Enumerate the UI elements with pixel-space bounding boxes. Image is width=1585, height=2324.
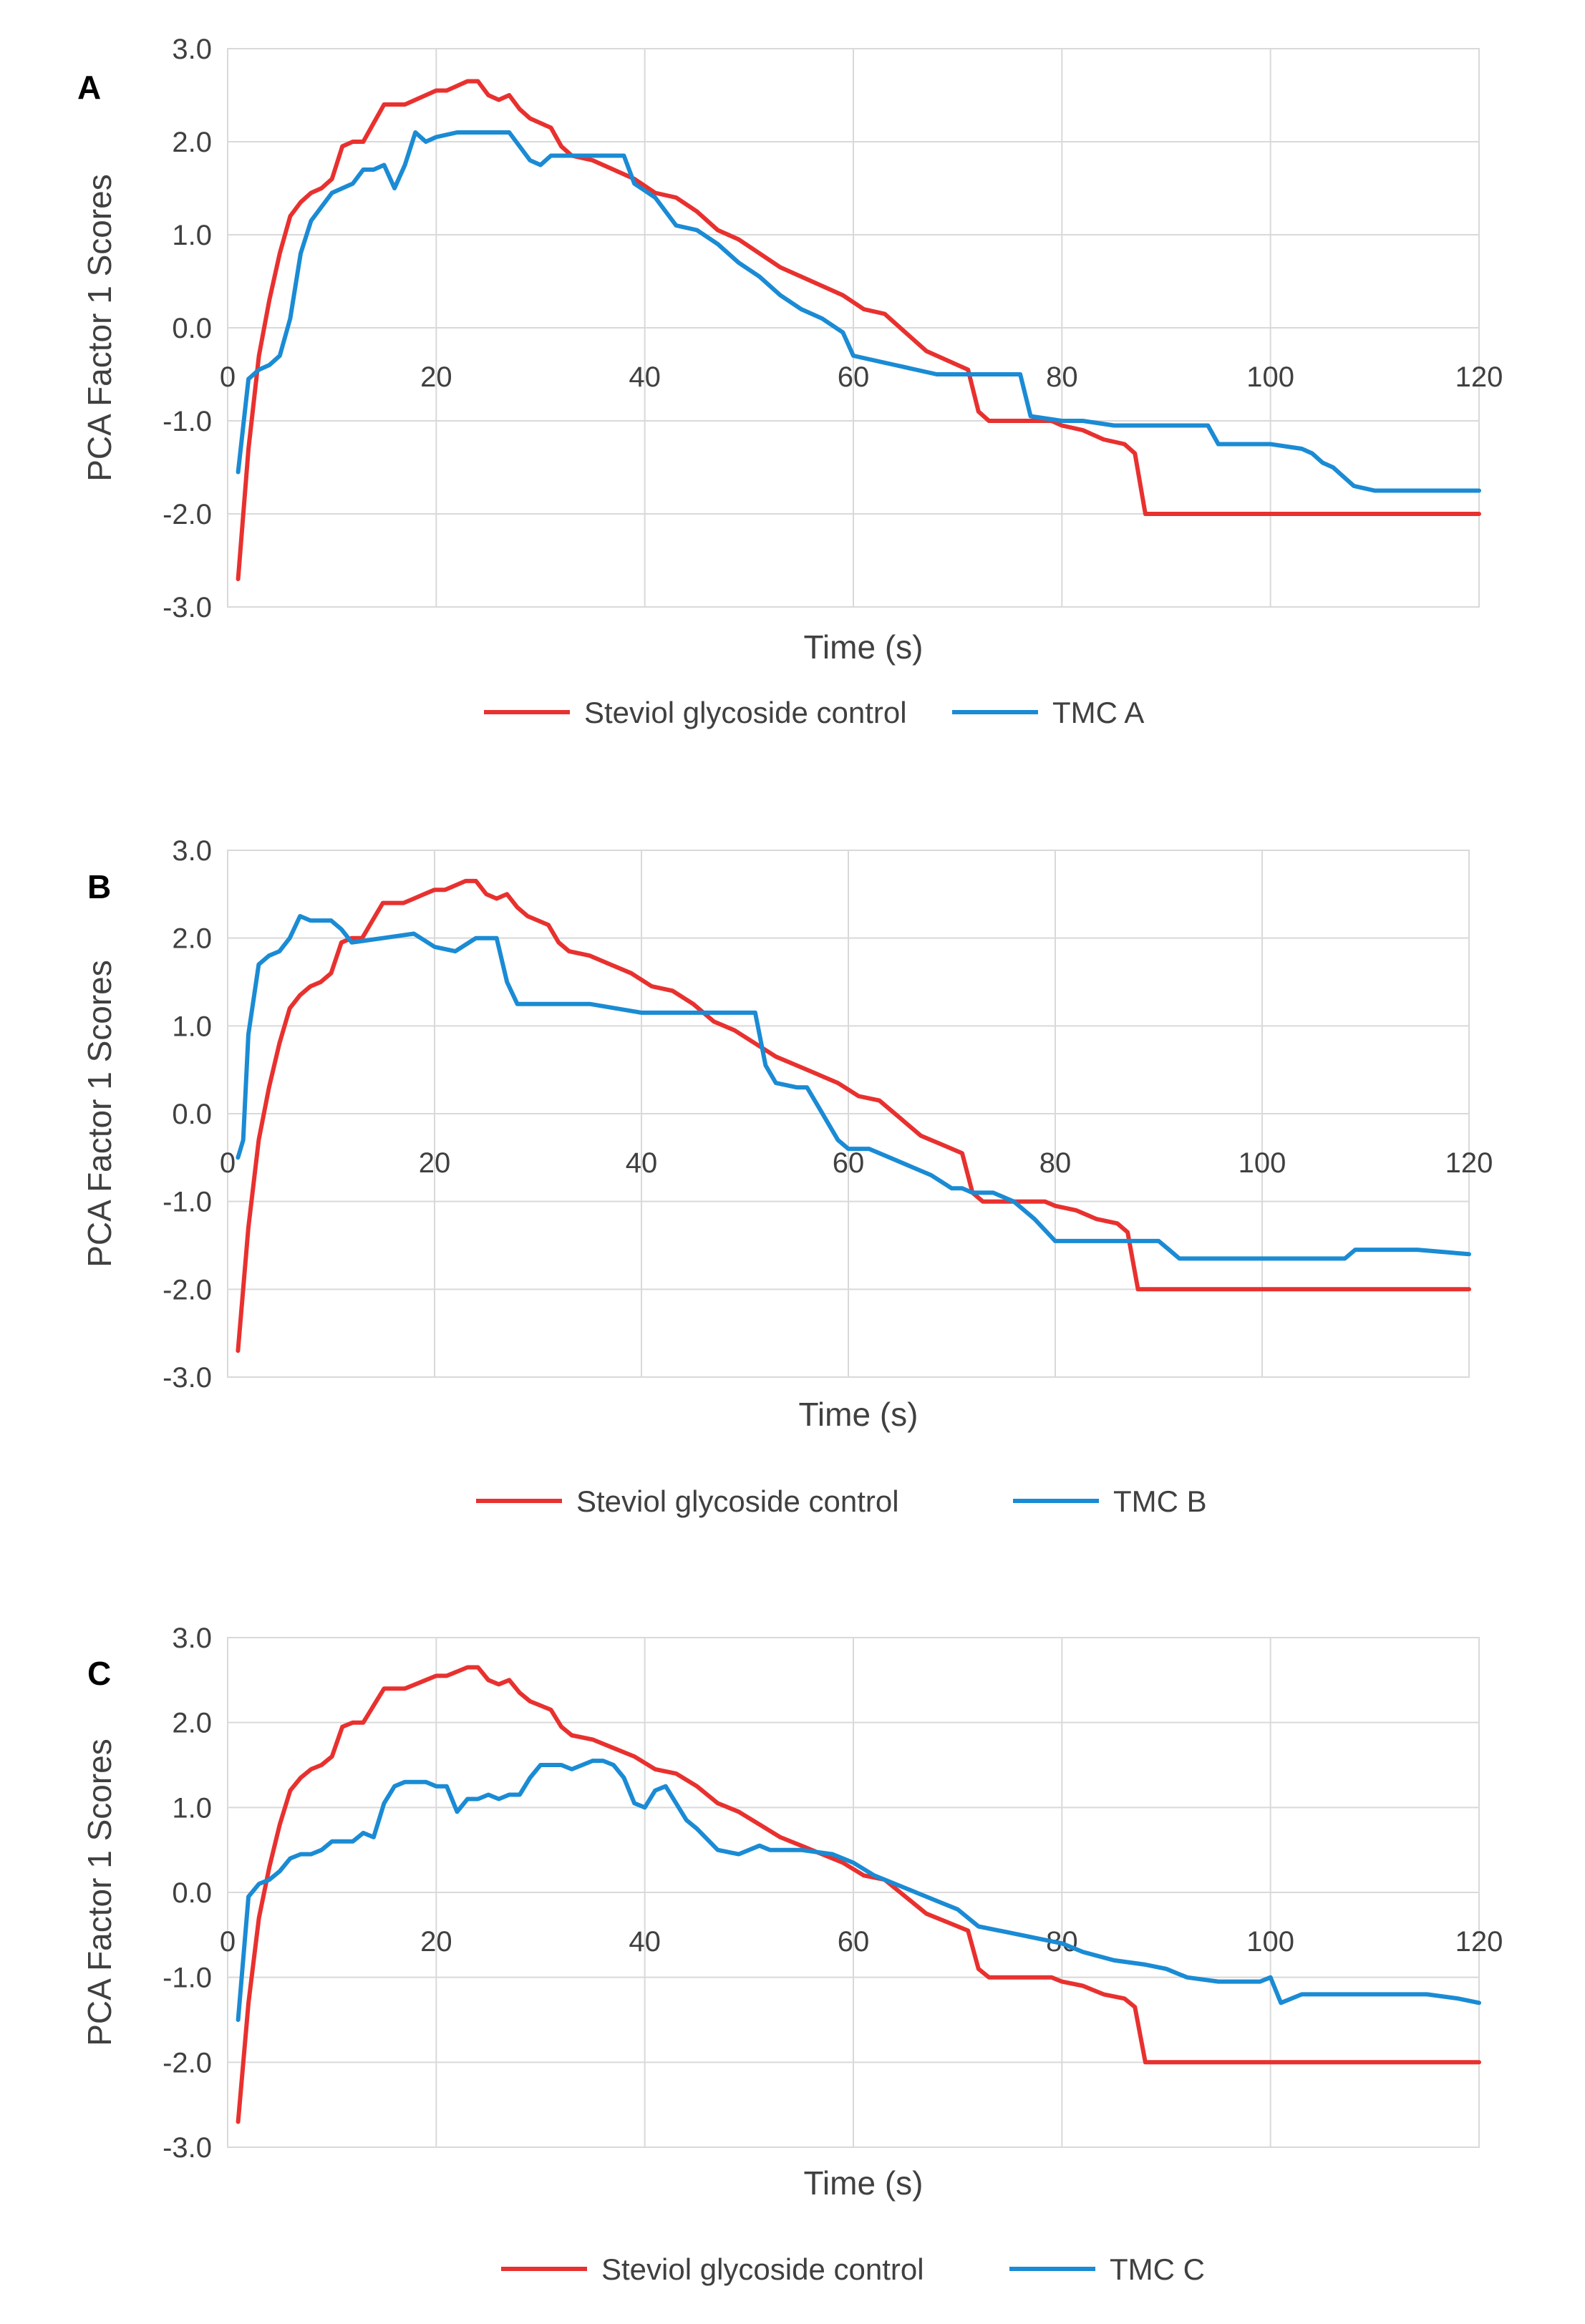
legend: Steviol glycoside control TMC B [476, 1484, 1207, 1518]
y-tick-label: 2.0 [172, 1708, 212, 1739]
y-tick-label: -3.0 [163, 2132, 212, 2164]
x-axis-title: Time (s) [804, 2164, 924, 2202]
x-tick-label: 60 [838, 361, 870, 393]
y-axis-title: PCA Factor 1 Scores [81, 1739, 118, 2046]
x-tick-label: 80 [1046, 361, 1078, 393]
y-axis-title: PCA Factor 1 Scores [81, 960, 118, 1268]
y-tick-label: 0.0 [172, 313, 212, 344]
x-tick-label: 0 [220, 361, 236, 393]
legend-label: Steviol glycoside control [601, 2252, 924, 2286]
x-tick-label: 120 [1455, 361, 1503, 393]
x-tick-label: 60 [838, 1926, 870, 1958]
y-tick-label: 0.0 [172, 1877, 212, 1909]
y-tick-label: -2.0 [163, 499, 212, 530]
y-tick-label: -2.0 [163, 1274, 212, 1306]
legend-label: Steviol glycoside control [576, 1484, 899, 1518]
chart-panel-a: 3.0 2.0 1.0 0.0 -1.0 -2.0 -3.0 0 20 40 60 80 100 120 A… [77, 34, 1503, 729]
x-tick-label: 20 [419, 1147, 451, 1179]
y-tick-label: 1.0 [172, 1011, 212, 1042]
panel-label: B [87, 868, 111, 905]
x-tick-label: 20 [420, 361, 452, 393]
x-tick-label: 80 [1039, 1147, 1072, 1179]
x-tick-label: 0 [220, 1147, 236, 1179]
panel-label: C [87, 1655, 111, 1692]
legend-label: TMC B [1113, 1484, 1207, 1518]
y-tick-label: -3.0 [163, 1362, 212, 1394]
series-line-tmc [236, 130, 1481, 493]
chart-panel-b: 3.0 2.0 1.0 0.0 -1.0 -2.0 -3.0 0 20 40 60 80 100 120 B… [81, 835, 1493, 1518]
y-tick-label: 3.0 [172, 34, 212, 65]
legend-label: TMC A [1052, 696, 1144, 729]
y-tick-label: 2.0 [172, 127, 212, 158]
x-tick-label: 120 [1455, 1926, 1503, 1958]
x-tick-label: 100 [1246, 1926, 1294, 1958]
y-tick-label: 3.0 [172, 1623, 212, 1654]
x-tick-label: 20 [420, 1926, 452, 1958]
x-tick-label: 40 [629, 1926, 661, 1958]
y-tick-label: -1.0 [163, 406, 212, 437]
x-axis-title: Time (s) [804, 628, 924, 666]
y-tick-label: -1.0 [163, 1187, 212, 1218]
x-tick-label: 60 [833, 1147, 865, 1179]
series-line-control [236, 79, 1481, 581]
chart-panel-c: 3.02.01.00.0-1.0-2.0-3.00 20 40 60 80 100 120C… [81, 1623, 1503, 2286]
x-tick-label: 0 [220, 1926, 236, 1958]
y-tick-label: 2.0 [172, 923, 212, 955]
series-line-tmc [236, 914, 1471, 1261]
x-axis-title: Time (s) [799, 1396, 918, 1433]
x-tick-label: 40 [626, 1147, 658, 1179]
x-tick-label: 120 [1445, 1147, 1493, 1179]
legend-label: TMC C [1110, 2252, 1205, 2286]
x-tick-label: 40 [629, 361, 661, 393]
series-line-control [236, 1665, 1481, 2124]
y-tick-label: 1.0 [172, 1792, 212, 1824]
legend: Steviol glycoside control TMC C [501, 2252, 1205, 2286]
x-tick-label: 100 [1246, 361, 1294, 393]
legend-label: Steviol glycoside control [584, 696, 907, 729]
y-tick-label: 3.0 [172, 835, 212, 867]
panel-label: A [77, 69, 101, 106]
x-tick-label: 100 [1239, 1147, 1286, 1179]
y-axis-title: PCA Factor 1 Scores [81, 174, 118, 482]
y-tick-label: -1.0 [163, 1963, 212, 1994]
series-line-tmc [236, 1759, 1481, 2022]
series-line-control [236, 878, 1471, 1353]
y-tick-label: -2.0 [163, 2047, 212, 2079]
legend: Steviol glycoside control TMC A [484, 696, 1144, 729]
y-tick-label: -3.0 [163, 592, 212, 623]
y-tick-label: 1.0 [172, 220, 212, 251]
y-tick-label: 0.0 [172, 1099, 212, 1130]
